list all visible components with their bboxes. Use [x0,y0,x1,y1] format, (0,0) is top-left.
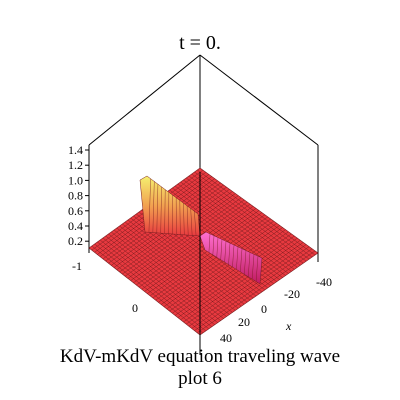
grid-line [172,231,289,314]
wave-line [190,208,193,236]
wave-line [224,241,227,263]
z-axis: 1.41.21.0 0.80.60.40.2 [68,143,89,248]
wave-line [183,203,185,235]
wave-line [164,189,166,234]
z-tick-label: 0.8 [68,189,83,203]
surface-plane [88,167,319,336]
grid-line [155,218,271,301]
wave-line [208,233,211,253]
z-tick-label: 0.6 [68,204,83,218]
wave-peak-lines [148,178,197,236]
y-axis: -1 0 [72,259,138,315]
bounding-box [88,54,319,262]
grid-line [183,240,301,323]
x-axis-label: x [285,319,292,333]
z-tick-label: 0.2 [68,234,83,248]
x-tick-label: -40 [316,275,332,289]
grid-line [185,177,304,264]
grid-line [172,187,289,274]
x-tick-label: 0 [261,302,267,316]
grid-line [152,216,268,299]
wave-line [255,256,259,282]
wave-line [216,237,219,258]
wave-trough [199,231,263,285]
wave-line [186,205,189,236]
chart-title: t = 0. [0,32,400,55]
grid-line [169,229,286,312]
grid-line [185,242,304,325]
grid-line [197,250,316,334]
grid-line [188,175,307,262]
wave-line [232,244,235,268]
wave-line [194,211,197,236]
x-tick-label: 40 [220,331,232,345]
wave-trough-lines [208,233,259,282]
z-tick-label: 0.4 [68,219,83,233]
surface [88,167,319,336]
grid-line [163,225,280,307]
z-tick-label: 1.0 [68,173,83,187]
z-tick-label: 1.4 [68,143,83,157]
wave-line [236,246,239,270]
wave [139,175,263,285]
grid-line [191,246,310,329]
caption-line-1: KdV-mKdV equation traveling wave [59,346,341,367]
grid-line [177,235,295,318]
grid-line [188,244,307,327]
grid-line [161,223,277,305]
box-edge [199,54,319,146]
grid-line [183,179,301,266]
grid-line [177,183,295,270]
grid-line [158,220,274,303]
x-tick-label: -20 [284,287,300,301]
grid-line [197,169,316,256]
wave-line [244,250,247,275]
grid-line [149,214,266,297]
grid-line [147,212,263,294]
chart-title-text: t = 0. [179,32,221,54]
grid-line [169,189,286,276]
wave-line [228,243,231,265]
y-tick-label: -1 [72,259,82,273]
grid-line [144,210,260,292]
box-edge [88,54,201,146]
caption-line-2: plot 6 [178,368,222,389]
wave-line [148,178,151,233]
x-axis: -40 -20 0 20 40 [220,275,332,345]
wave-line [220,239,223,260]
grid-line [194,248,313,331]
z-tick-label: 1.2 [68,158,83,172]
grid-line [194,171,313,258]
wave-line [152,181,155,233]
grid-line [191,173,310,260]
x-tick-label: 20 [238,315,250,329]
wave-line [156,184,159,233]
wave-line [179,200,181,235]
grid-line [174,185,292,272]
grid-line [174,233,292,316]
wave-line [240,248,243,272]
caption: KdV-mKdV equation traveling wave plot 6 [0,346,400,390]
wave-line [251,254,255,280]
wave-line [212,235,215,255]
wave-peak [139,175,201,237]
wave-line [160,186,162,234]
y-tick-label: 0 [132,301,138,315]
grid-line [166,227,283,310]
wave-line [248,252,251,277]
